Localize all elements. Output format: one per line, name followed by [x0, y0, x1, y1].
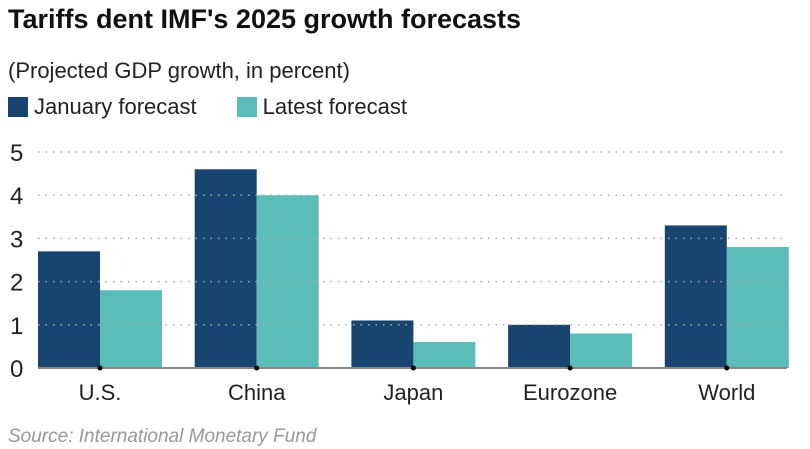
x-tick-label: World: [698, 380, 755, 405]
legend: January forecast Latest forecast: [8, 94, 407, 120]
y-tick-label: 3: [10, 226, 23, 253]
bar-latest: [570, 333, 633, 368]
source-note: Source: International Monetary Fund: [8, 426, 317, 447]
bar-latest: [100, 290, 162, 368]
x-tick-mark: [724, 365, 730, 371]
y-tick-label: 1: [10, 313, 23, 340]
bar-january: [194, 169, 257, 368]
bar-latest: [726, 247, 789, 368]
x-tick-label: China: [228, 380, 286, 405]
chart-subtitle: (Projected GDP growth, in percent): [8, 58, 350, 83]
x-tick-mark: [567, 365, 573, 371]
x-tick-label: Eurozone: [523, 380, 617, 405]
bar-january: [38, 251, 100, 368]
legend-label: January forecast: [34, 94, 197, 119]
bar-january: [351, 320, 414, 368]
y-tick-label: 2: [10, 270, 23, 297]
legend-item-january: January forecast: [8, 94, 197, 120]
bar-january: [664, 225, 727, 368]
bar-latest: [413, 342, 476, 368]
x-tick-mark: [97, 365, 103, 371]
y-tick-label: 0: [10, 356, 23, 383]
x-tick-mark: [410, 365, 416, 371]
y-tick-label: 4: [10, 183, 23, 210]
x-tick-label: Japan: [383, 380, 443, 405]
x-tick-mark: [254, 365, 260, 371]
legend-swatch: [236, 97, 257, 117]
legend-label: Latest forecast: [262, 94, 407, 119]
legend-swatch: [8, 97, 28, 117]
y-tick-label: 5: [10, 140, 23, 167]
x-tick-label: U.S.: [79, 380, 122, 405]
chart-title: Tariffs dent IMF's 2025 growth forecasts: [8, 4, 522, 34]
legend-item-latest: Latest forecast: [236, 94, 407, 120]
bar-january: [508, 324, 571, 368]
